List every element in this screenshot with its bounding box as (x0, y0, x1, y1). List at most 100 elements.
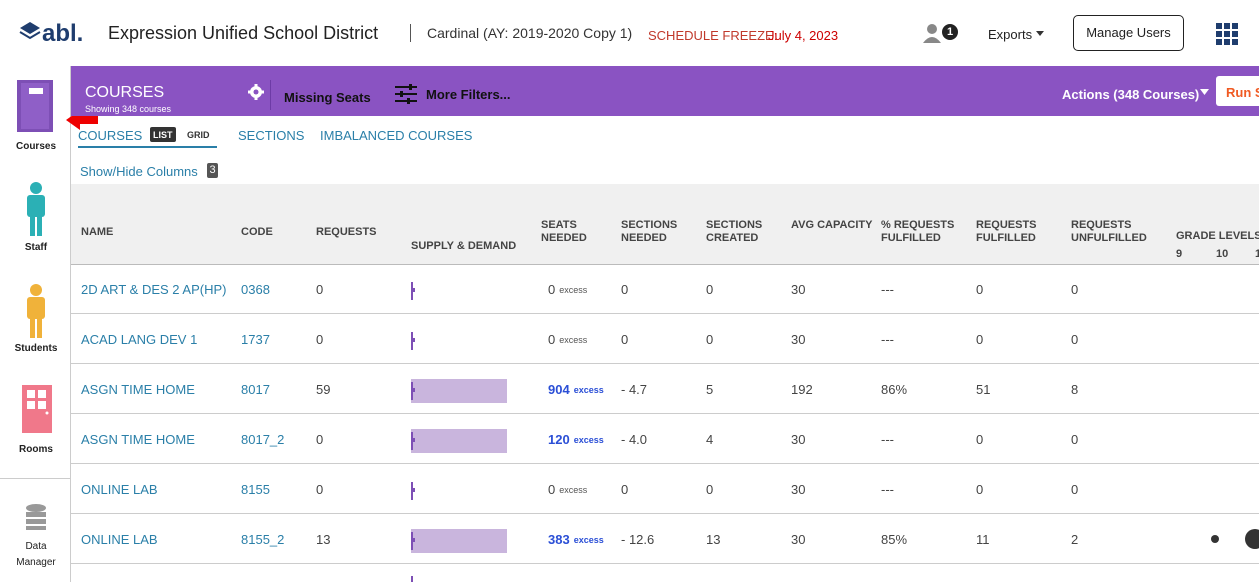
view-grid[interactable]: GRID (187, 130, 210, 140)
course-code[interactable]: 1737 (241, 332, 270, 347)
cell: 8 (1071, 382, 1079, 397)
tab-underline (78, 146, 217, 148)
grade-dot (1211, 535, 1219, 543)
course-code[interactable]: 0368 (241, 282, 270, 297)
cell: 13 (706, 532, 721, 547)
sidebar (0, 66, 71, 582)
course-name[interactable]: ASGN TIME HOME (81, 382, 195, 397)
table-row (71, 414, 1259, 464)
supply-bar (411, 429, 507, 453)
exports-caret (1036, 31, 1044, 36)
column-header[interactable]: CODE (241, 226, 273, 238)
show-hide-columns[interactable]: Show/Hide Columns (80, 164, 198, 179)
column-header[interactable]: REQUESTS (316, 226, 377, 238)
actions-menu[interactable]: Actions (348 Courses) (1062, 87, 1200, 102)
supply-tick (411, 438, 415, 442)
nav-label[interactable]: Data Manager (16, 541, 56, 568)
table-row (71, 364, 1259, 414)
column-header[interactable]: SEATS NEEDED (541, 219, 587, 244)
table-row (71, 264, 1259, 314)
cell: 85% (881, 532, 908, 547)
user-icon[interactable] (922, 23, 942, 43)
course-name[interactable]: ACAD LANG DEV 1 (81, 332, 198, 347)
column-header[interactable]: SECTIONS NEEDED (621, 219, 678, 244)
column-header[interactable]: SECTIONS CREATED (706, 219, 763, 244)
cell: 0 (621, 332, 629, 347)
column-header[interactable]: NAME (81, 226, 114, 238)
seats-unit: excess (573, 435, 604, 445)
cell: 0 (548, 332, 556, 347)
course-code[interactable]: 8017 (241, 382, 270, 397)
data-manager-icon[interactable] (25, 504, 47, 530)
column-header[interactable]: % REQUESTS FULFILLED (881, 219, 955, 244)
cell: 192 (791, 382, 813, 397)
column-header[interactable]: REQUESTS UNFULFILLED (1071, 219, 1147, 244)
tab-imbalanced[interactable]: IMBALANCED COURSES (320, 128, 473, 143)
cell: 0 (621, 282, 629, 297)
run-button[interactable]: Run S (1216, 76, 1259, 106)
missing-seats-button[interactable]: Missing Seats (284, 90, 371, 105)
cell: 30 (791, 532, 806, 547)
exports-menu[interactable]: Exports (988, 27, 1033, 42)
view-list[interactable]: LIST (150, 127, 176, 142)
actions-caret (1200, 89, 1209, 95)
table-row (71, 464, 1259, 514)
cell: - 4.0 (621, 432, 648, 447)
cell: 0 (316, 432, 324, 447)
cell: 0 (1071, 332, 1079, 347)
tab-sections[interactable]: SECTIONS (238, 128, 305, 143)
grade-level: 9 (1176, 248, 1183, 260)
cell: 0 (548, 282, 556, 297)
course-name[interactable]: 2D ART & DES 2 AP(HP) (81, 282, 227, 297)
tab-courses[interactable]: COURSES (78, 128, 143, 143)
students-icon[interactable] (24, 284, 48, 338)
staff-icon[interactable] (24, 182, 48, 236)
nav-label[interactable]: Courses (15, 141, 56, 152)
seats-unit: excess (559, 285, 588, 295)
cell: 0 (621, 482, 629, 497)
cell: 0 (1071, 282, 1079, 297)
notification-count: 1 (942, 24, 958, 40)
nav-label[interactable]: Students (14, 343, 58, 354)
supply-bar (411, 529, 507, 553)
cell: - 12.6 (621, 532, 655, 547)
nav-label[interactable]: Rooms (19, 444, 53, 455)
course-name[interactable]: ONLINE LAB (81, 482, 158, 497)
courses-icon[interactable] (17, 80, 53, 132)
table-row (71, 314, 1259, 364)
filter-icon[interactable] (395, 84, 417, 104)
supply-tick (411, 388, 415, 392)
apps-grid[interactable] (1216, 23, 1238, 45)
page-title: COURSES (85, 84, 165, 101)
course-code[interactable]: 8155_2 (241, 532, 285, 547)
nav-label[interactable]: Staff (24, 242, 48, 253)
cell: 904 (548, 382, 570, 397)
logo[interactable]: abl. (42, 20, 84, 47)
cell: 0 (706, 482, 714, 497)
course-name[interactable]: ONLINE LAB (81, 532, 158, 547)
course-code[interactable]: 8155 (241, 482, 270, 497)
more-filters-button[interactable]: More Filters... (426, 87, 511, 102)
table-header (71, 184, 1259, 265)
column-header[interactable]: REQUESTS FULFILLED (976, 219, 1037, 244)
grade-dot (1245, 529, 1259, 549)
separator (270, 80, 271, 110)
cell: 0 (316, 482, 324, 497)
supply-tick (411, 538, 415, 542)
cell: --- (881, 432, 894, 447)
supply-marker (411, 576, 413, 582)
cell: --- (881, 332, 894, 347)
rooms-icon[interactable] (22, 385, 52, 433)
grade-level: 10 (1216, 248, 1229, 260)
course-code[interactable]: 8017_2 (241, 432, 285, 447)
freeze-date: July 4, 2023 (768, 28, 839, 43)
separator (410, 24, 411, 42)
course-name[interactable]: ASGN TIME HOME (81, 432, 195, 447)
schedule-name: Cardinal (AY: 2019-2020 Copy 1) (427, 25, 633, 41)
cell: 0 (976, 332, 984, 347)
cell: 2 (1071, 532, 1079, 547)
manage-users-button[interactable]: Manage Users (1073, 15, 1184, 51)
column-header[interactable]: AVG CAPACITY (791, 219, 873, 231)
settings-icon[interactable] (248, 84, 264, 100)
cell: 4 (706, 432, 714, 447)
